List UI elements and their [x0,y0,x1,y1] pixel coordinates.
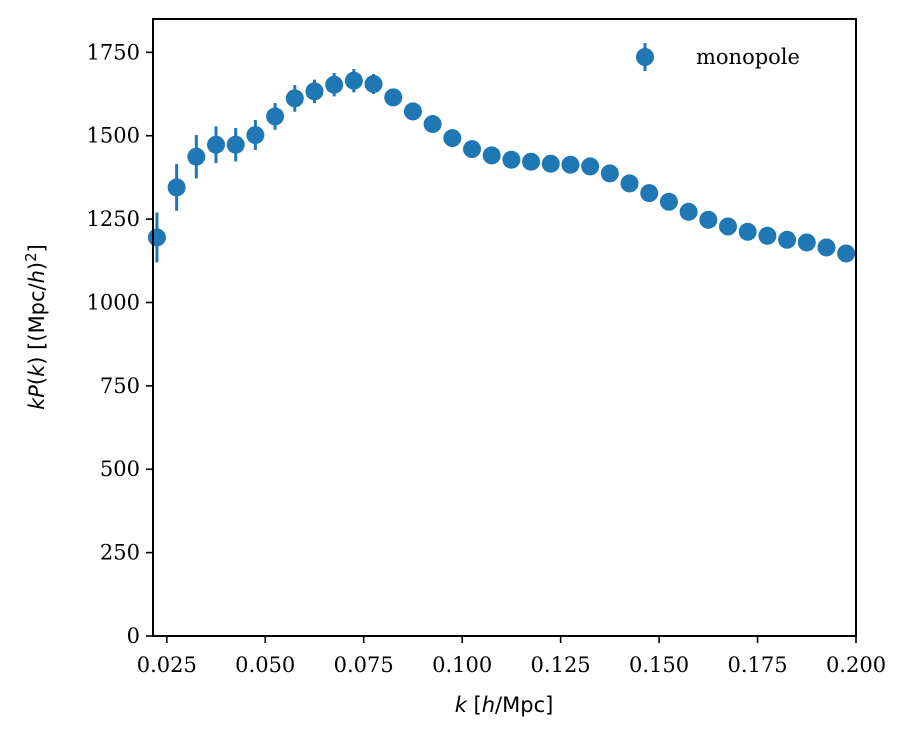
x-tick-label: 0.025 [137,653,197,677]
data-point [758,226,777,245]
y-tick-label: 0 [127,624,140,648]
data-point [699,210,718,229]
data-point [305,82,324,101]
y-tick-label: 1750 [87,40,140,64]
x-tick-label: 0.050 [235,653,295,677]
y-tick-label: 1500 [87,124,140,148]
data-point [403,102,422,121]
x-tick-label: 0.175 [727,653,787,677]
data-point [207,135,226,154]
data-point [837,244,856,263]
data-point [679,202,698,221]
data-point [266,107,285,126]
y-tick-label: 1000 [87,290,140,314]
axis-ticks: 0.025 0.050 0.075 0.100 0.125 0.150 0.175 0.200… [87,40,887,677]
x-tick-label: 0.075 [334,653,394,677]
data-point [325,75,344,94]
x-tick-label: 0.150 [629,653,689,677]
y-tick-label: 750 [100,374,140,398]
data-point [522,152,541,171]
data-marks [147,69,856,263]
x-tick-label: 0.100 [432,653,492,677]
data-point [226,135,245,154]
data-point [561,155,580,174]
x-axis-label: k [h/Mpc] [455,693,554,717]
data-point [719,217,738,236]
data-point [640,184,659,203]
data-point [817,238,836,257]
data-point [167,178,186,197]
data-point [620,174,639,193]
data-point [384,88,403,107]
data-point [581,157,600,176]
data-point [285,89,304,108]
data-point [463,140,482,159]
data-point [423,115,442,134]
legend-label: monopole [696,45,800,69]
legend: monopole [636,43,800,71]
data-point [482,146,501,165]
y-tick-label: 1250 [87,207,140,231]
data-point [364,75,383,94]
x-tick-label: 0.200 [826,653,886,677]
x-tick-label: 0.125 [531,653,591,677]
data-point [246,126,265,145]
legend-marker [636,48,654,66]
data-point [797,233,816,252]
data-point [187,147,206,166]
y-axis-label: kP(k) [(Mpc/h)2] [22,244,49,410]
plot-frame [152,18,857,637]
data-point [600,164,619,183]
data-point [147,228,166,247]
y-tick-label: 500 [100,457,140,481]
data-point [541,154,560,173]
data-point [778,230,797,249]
data-point [738,222,757,241]
data-point [344,71,363,90]
data-point [502,150,521,169]
y-tick-label: 250 [100,541,140,565]
data-point [659,192,678,211]
data-point [443,129,462,148]
